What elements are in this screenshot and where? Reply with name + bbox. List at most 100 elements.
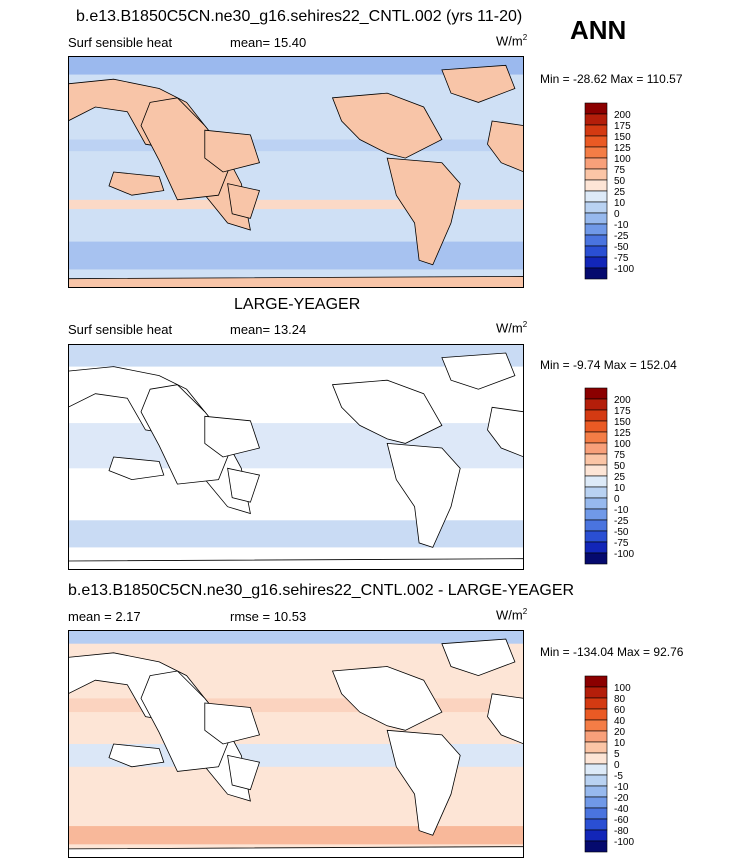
map-frame — [68, 56, 524, 288]
colorbar-tick-label: 10 — [614, 198, 626, 209]
panel-2-title: LARGE-YEAGER — [234, 296, 361, 313]
panel-3-map — [67, 630, 525, 863]
colorbar-tick-label: 75 — [614, 450, 626, 461]
panel-2-map-svg — [67, 344, 525, 571]
colorbar-tick-label: -50 — [614, 527, 629, 538]
continent-outline — [227, 183, 261, 219]
continent-outline — [67, 275, 525, 289]
colorbar-box — [584, 157, 608, 170]
colorbar-box — [584, 708, 608, 721]
panel-1-minmax: Min = -28.62 Max = 110.57 — [540, 72, 683, 86]
colorbar-boxes — [584, 102, 608, 280]
colorbar-box — [584, 212, 608, 225]
colorbar-box — [584, 179, 608, 192]
map-field-bands — [68, 344, 524, 548]
colorbar-box — [584, 530, 608, 543]
colorbar-tick-label: 100 — [614, 683, 631, 694]
continent-outline — [67, 846, 525, 859]
colorbar-box — [584, 420, 608, 433]
colorbar-tick-label: 125 — [614, 143, 631, 154]
map-land — [67, 352, 525, 571]
colorbar-box — [584, 201, 608, 214]
colorbar-box — [584, 168, 608, 181]
colorbar-box — [584, 223, 608, 236]
continent-outline — [227, 467, 261, 503]
panel-1-map-svg — [67, 56, 525, 289]
colorbar-box — [584, 409, 608, 422]
colorbar-tick-label: -25 — [614, 231, 629, 242]
colorbar-box — [584, 763, 608, 776]
colorbar-tick-label: 50 — [614, 461, 626, 472]
colorbar-tick-label: -10 — [614, 220, 629, 231]
colorbar-box — [584, 719, 608, 732]
panel-1-mean: mean= 15.40 — [230, 35, 307, 50]
continent-outline — [441, 352, 516, 390]
continent-outline — [140, 670, 233, 772]
colorbar-tick-label: 10 — [614, 738, 626, 749]
colorbar-box — [584, 475, 608, 488]
colorbar-tick-label: 200 — [614, 395, 631, 406]
colorbar-tick-label: -100 — [614, 837, 634, 848]
colorbar-box — [584, 442, 608, 455]
colorbar-tick-label: 10 — [614, 483, 626, 494]
colorbar-tick-label: 5 — [614, 749, 620, 760]
continent-outline — [227, 754, 261, 791]
colorbar-box — [584, 146, 608, 159]
panel-1-variable: Surf sensible heat — [68, 35, 173, 50]
continent-outline — [386, 157, 461, 266]
panel-2-colorbar: 200 175 150 125 100 75 50 25 10 0 -10 -25 -50 -75 -100 — [584, 387, 644, 577]
colorbar-tick-label: 200 — [614, 110, 631, 121]
colorbar-box — [584, 686, 608, 699]
colorbar-tick-label: -10 — [614, 782, 629, 793]
colorbar-box — [584, 124, 608, 137]
continent-outline — [140, 97, 233, 201]
continent-outline — [67, 558, 525, 571]
panel-3-mean: mean = 2.17 — [68, 609, 141, 624]
colorbar-box — [584, 486, 608, 499]
colorbar-tick-label: -40 — [614, 804, 629, 815]
colorbar-box — [584, 807, 608, 820]
colorbar-tick-label: 25 — [614, 472, 626, 483]
colorbar-box — [584, 453, 608, 466]
panel-2-map — [67, 344, 525, 575]
colorbar-tick-label: -80 — [614, 826, 629, 837]
panel-2-variable: Surf sensible heat — [68, 322, 173, 337]
colorbar-box — [584, 234, 608, 247]
colorbar-tick-label: 80 — [614, 694, 626, 705]
colorbar-tick-label: 175 — [614, 406, 631, 417]
colorbar-box — [584, 829, 608, 842]
colorbar-tick-label: 40 — [614, 716, 626, 727]
panel-2-mean: mean= 13.24 — [230, 322, 307, 337]
colorbar-box — [584, 113, 608, 126]
continent-outline — [204, 415, 261, 458]
colorbar-tick-label: 25 — [614, 187, 626, 198]
colorbar-tick-label: 0 — [614, 209, 620, 220]
colorbar-box — [584, 818, 608, 831]
colorbar-box — [584, 752, 608, 765]
colorbar-tick-label: -60 — [614, 815, 629, 826]
panel-1-units: W/m2 — [496, 33, 528, 49]
colorbar-tick-label: -5 — [614, 771, 623, 782]
colorbar-box — [584, 741, 608, 754]
colorbar-box — [584, 190, 608, 203]
colorbar-boxes — [584, 387, 608, 565]
colorbar-tick-label: 0 — [614, 760, 620, 771]
colorbar-box — [584, 245, 608, 258]
panel-3-minmax: Min = -134.04 Max = 92.76 — [540, 645, 684, 659]
panel-1-colorbar: 200 175 150 125 100 75 50 25 10 0 -10 -25 -50 -75 -100 — [584, 102, 644, 292]
panel-3-units: W/m2 — [496, 607, 528, 623]
colorbar-box — [584, 497, 608, 510]
continent-outline — [441, 64, 516, 103]
continent-outline — [487, 406, 525, 458]
colorbar-tick-label: 175 — [614, 121, 631, 132]
continent-outline — [108, 171, 165, 196]
map-frame — [68, 344, 524, 570]
colorbar-box — [584, 398, 608, 411]
colorbar-tick-label: 75 — [614, 165, 626, 176]
colorbar-box — [584, 785, 608, 798]
continent-outline — [204, 702, 261, 745]
colorbar-box — [584, 697, 608, 710]
continent-outline — [204, 129, 261, 173]
continent-outline — [331, 92, 443, 159]
